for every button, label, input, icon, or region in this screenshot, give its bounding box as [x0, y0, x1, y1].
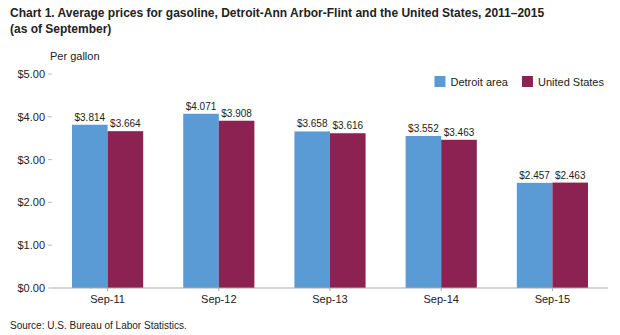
bar	[219, 121, 255, 288]
y-tick-label: $1.00	[17, 239, 45, 251]
y-tick	[48, 288, 52, 289]
x-tick-label: Sep-11	[90, 293, 125, 305]
data-label: $3.814	[75, 112, 106, 123]
y-tick-label: $2.00	[17, 196, 45, 208]
bar	[330, 133, 366, 288]
y-tick	[48, 74, 52, 75]
bar	[552, 183, 588, 288]
x-tick-label: Sep-13	[312, 293, 347, 305]
data-label: $4.071	[186, 101, 217, 112]
bar	[294, 131, 330, 288]
x-axis: Sep-11 Sep-12 Sep-13 Sep-14 Sep-15	[52, 288, 608, 305]
source: Source: U.S. Bureau of Labor Statistics.	[10, 320, 187, 331]
data-label: $3.664	[110, 118, 141, 129]
data-label: $3.658	[297, 118, 328, 129]
data-label: $3.552	[408, 123, 439, 134]
x-tick-label: Sep-12	[201, 293, 236, 305]
y-tick-label: $5.00	[17, 68, 45, 80]
x-tick	[330, 288, 331, 291]
y-tick-label: $3.00	[17, 154, 45, 166]
legend-label: United States	[538, 76, 605, 88]
x-tick	[552, 288, 553, 291]
data-label: $2.463	[555, 170, 586, 181]
bar	[406, 136, 442, 288]
x-tick	[218, 288, 219, 291]
y-tick	[48, 116, 52, 117]
page: {"chart_data": {"type": "bar", "title": …	[0, 0, 620, 335]
legend-swatch	[434, 76, 445, 87]
legend-item: Detroit area	[434, 76, 508, 88]
legend-swatch	[522, 76, 533, 87]
legend-item: United States	[522, 76, 605, 88]
data-label: $3.616	[332, 120, 363, 131]
data-labels: $3.814 $4.071 $3.658 $3.552 $2.457 $3.664 $3.9…	[75, 101, 586, 181]
y-tick	[48, 245, 52, 246]
subtitle: (as of September)	[10, 22, 111, 36]
bar	[517, 183, 553, 288]
x-tick-label: Sep-15	[535, 293, 570, 305]
data-label: $3.908	[221, 108, 252, 119]
y-tick	[48, 159, 52, 160]
bar	[441, 140, 477, 288]
title: Chart 1. Average prices for gasoline, De…	[10, 6, 544, 20]
x-tick-label: Sep-14	[423, 293, 458, 305]
legend: Detroit area United States	[434, 76, 604, 88]
legend-label: Detroit area	[450, 76, 508, 88]
bars	[72, 114, 588, 288]
x-tick	[441, 288, 442, 291]
bar	[108, 131, 144, 288]
bar	[72, 125, 108, 288]
y-tick	[48, 202, 52, 203]
data-label: $2.457	[519, 170, 550, 181]
data-label: $3.463	[444, 127, 475, 138]
y-axis: $0.00 $1.00 $2.00 $3.00 $4.00 $5.00	[17, 68, 52, 294]
y-tick-label: $0.00	[17, 282, 45, 294]
y-tick-label: $4.00	[17, 111, 45, 123]
chart: Chart 1. Average prices for gasoline, De…	[0, 0, 620, 335]
x-tick	[107, 288, 108, 291]
y-axis-label: Per gallon	[50, 50, 100, 62]
bar	[183, 114, 219, 288]
